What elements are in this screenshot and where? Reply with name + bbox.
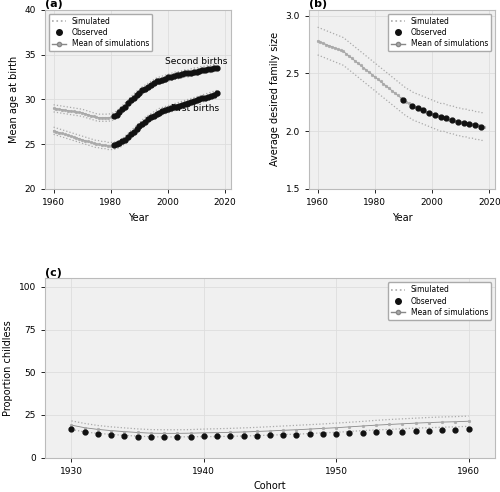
Text: (b): (b)	[309, 0, 327, 9]
Text: First births: First births	[171, 104, 219, 113]
Y-axis label: Proportion childless: Proportion childless	[3, 320, 13, 416]
Text: (c): (c)	[45, 268, 62, 277]
X-axis label: Year: Year	[128, 213, 148, 222]
X-axis label: Cohort: Cohort	[254, 481, 286, 491]
X-axis label: Year: Year	[392, 213, 412, 222]
Text: Second births: Second births	[165, 57, 228, 65]
Legend: Simulated, Observed, Mean of simulations: Simulated, Observed, Mean of simulations	[49, 14, 152, 51]
Legend: Simulated, Observed, Mean of simulations: Simulated, Observed, Mean of simulations	[388, 14, 491, 51]
Y-axis label: Average desired family size: Average desired family size	[270, 32, 280, 166]
Y-axis label: Mean age at birth: Mean age at birth	[9, 56, 19, 143]
Text: (a): (a)	[45, 0, 63, 9]
Legend: Simulated, Observed, Mean of simulations: Simulated, Observed, Mean of simulations	[388, 282, 491, 320]
